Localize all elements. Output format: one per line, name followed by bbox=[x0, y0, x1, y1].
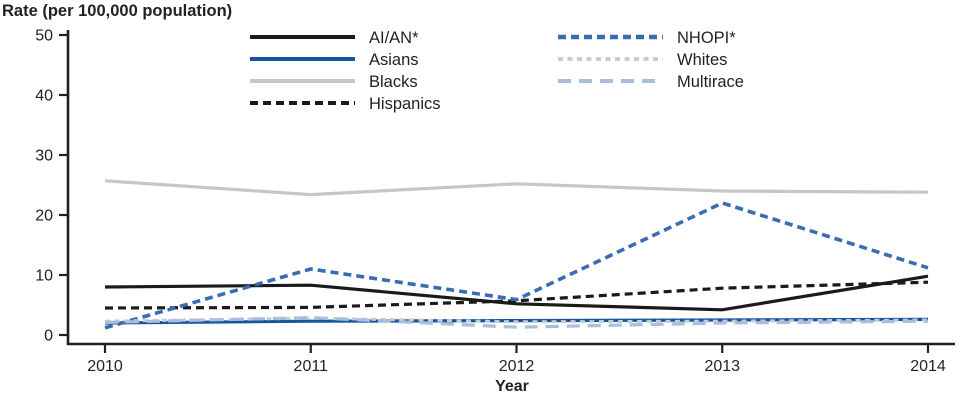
legend-label-blacks: Blacks bbox=[369, 73, 418, 91]
legend-label-whites: Whites bbox=[677, 51, 727, 69]
axes bbox=[66, 30, 955, 346]
series-line-ai-an bbox=[104, 274, 929, 312]
series-line-hispanics bbox=[104, 280, 929, 310]
series-line-nhopi bbox=[104, 201, 929, 330]
x-tick-label: 2013 bbox=[704, 358, 740, 375]
legend-label-ai-an: AI/AN* bbox=[369, 29, 419, 47]
series-line-multirace bbox=[104, 315, 929, 329]
x-tick-label: 2014 bbox=[910, 358, 946, 375]
legend-label-multirace: Multirace bbox=[677, 73, 744, 91]
series-line-blacks bbox=[104, 179, 929, 197]
x-tick-label: 2010 bbox=[87, 358, 123, 375]
y-tick-label: 40 bbox=[35, 88, 53, 105]
x-tick-label: 2012 bbox=[499, 358, 535, 375]
y-tick-label: 30 bbox=[35, 148, 53, 165]
legend-label-hispanics: Hispanics bbox=[369, 95, 441, 113]
y-tick-label: 10 bbox=[35, 268, 53, 285]
y-tick-label: 0 bbox=[44, 328, 53, 345]
x-axis-title: Year bbox=[495, 378, 529, 395]
x-tick-label: 2011 bbox=[294, 358, 329, 375]
y-tick-label: 50 bbox=[35, 28, 53, 45]
legend-label-nhopi: NHOPI* bbox=[677, 29, 736, 47]
y-axis-title: Rate (per 100,000 population) bbox=[2, 2, 232, 20]
legend-label-asians: Asians bbox=[369, 51, 419, 69]
y-tick-label: 20 bbox=[35, 208, 53, 225]
